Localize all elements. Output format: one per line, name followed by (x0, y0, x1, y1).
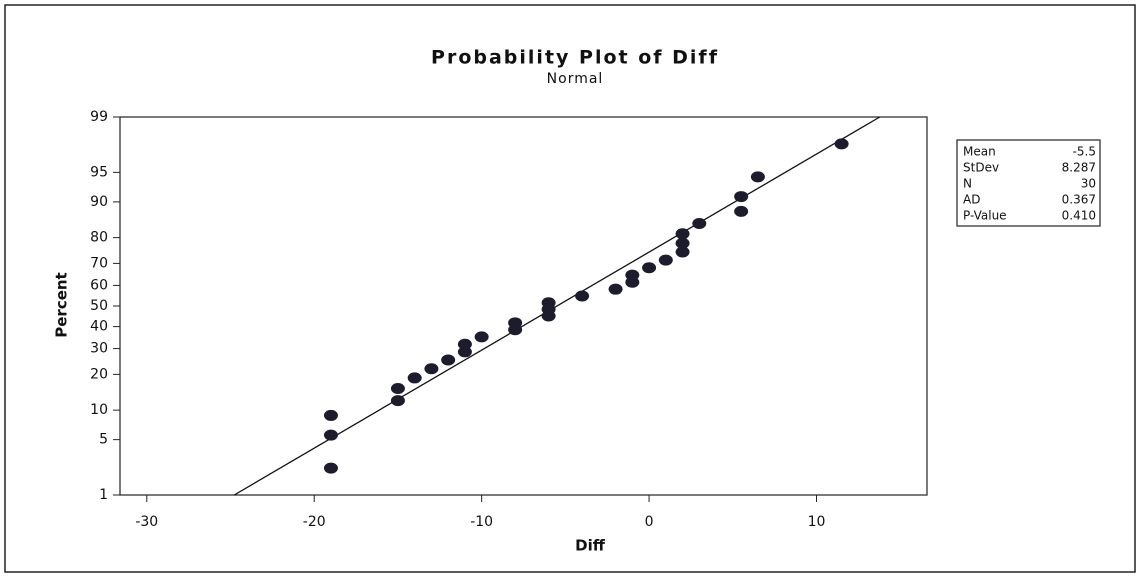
data-point (676, 228, 690, 239)
stat-value: 0.367 (1062, 193, 1096, 207)
stat-label: P-Value (963, 209, 1007, 223)
data-point (508, 317, 522, 328)
data-point (458, 339, 472, 350)
data-point (424, 363, 438, 374)
x-tick-label: -20 (303, 514, 326, 530)
data-point (835, 138, 849, 149)
y-tick-label: 90 (90, 194, 108, 210)
y-tick-label: 10 (90, 402, 108, 418)
data-point (542, 297, 556, 308)
outer-frame (5, 5, 1135, 572)
y-tick-label: 1 (99, 487, 108, 503)
data-point (324, 430, 338, 441)
stat-value: -5.5 (1073, 145, 1096, 159)
x-tick-label: 10 (808, 514, 826, 530)
y-tick-label: 80 (90, 230, 108, 246)
y-tick-label: 20 (90, 366, 108, 382)
data-point (751, 171, 765, 182)
y-axis-label: Percent (53, 272, 71, 337)
stat-label: Mean (963, 145, 996, 159)
stat-value: 0.410 (1062, 209, 1096, 223)
x-tick-label: -30 (135, 514, 158, 530)
page: Probability Plot of Diff Normal Diff Per… (0, 0, 1141, 578)
y-tick-label: 5 (99, 432, 108, 448)
data-point (408, 372, 422, 383)
y-tick-label: 99 (90, 109, 108, 125)
data-point (391, 395, 405, 406)
x-tick-label: -10 (470, 514, 493, 530)
y-tick-label: 30 (90, 341, 108, 357)
data-point (575, 290, 589, 301)
chart-subtitle: Normal (547, 71, 604, 87)
y-tick-label: 50 (90, 298, 108, 314)
data-point (391, 383, 405, 394)
data-point (441, 355, 455, 366)
data-point (692, 218, 706, 229)
data-point (659, 255, 673, 266)
data-point (676, 238, 690, 249)
chart: Probability Plot of Diff Normal Diff Per… (0, 0, 1141, 578)
x-tick-label: 0 (645, 514, 654, 530)
x-axis-label: Diff (575, 537, 606, 555)
stat-label: N (963, 177, 972, 191)
data-point (609, 284, 623, 295)
y-tick-label: 40 (90, 319, 108, 335)
y-tick-label: 70 (90, 255, 108, 271)
data-point (625, 270, 639, 281)
data-point (734, 191, 748, 202)
y-tick-label: 95 (90, 164, 108, 180)
data-point (734, 206, 748, 217)
data-point (324, 410, 338, 421)
y-tick-label: 60 (90, 277, 108, 293)
stat-value: 8.287 (1062, 161, 1096, 175)
stat-label: StDev (963, 161, 999, 175)
plot-frame (120, 117, 927, 495)
data-point (475, 331, 489, 342)
stat-label: AD (963, 193, 980, 207)
data-point (642, 262, 656, 273)
data-point (324, 463, 338, 474)
stat-value: 30 (1081, 177, 1096, 191)
chart-title: Probability Plot of Diff (431, 47, 719, 69)
